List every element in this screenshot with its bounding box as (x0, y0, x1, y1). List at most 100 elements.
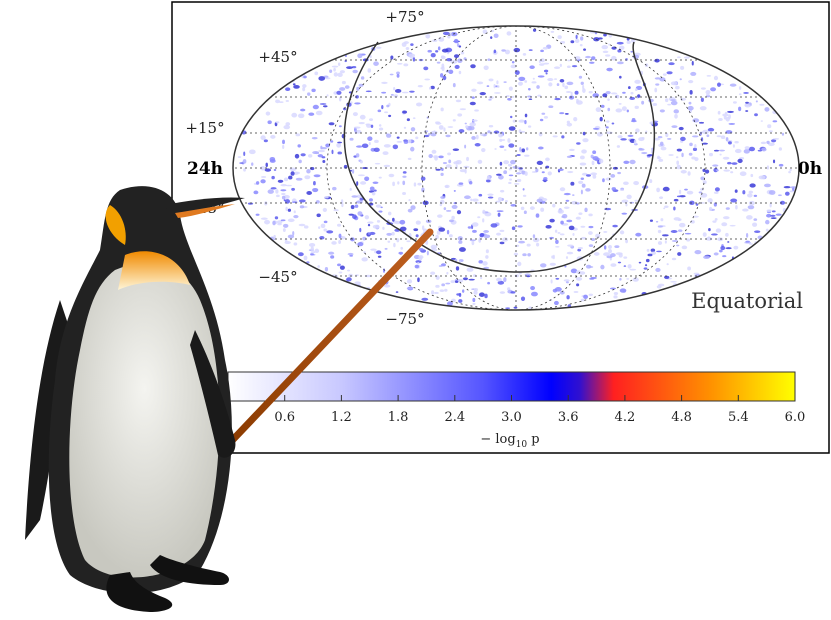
speckle (471, 89, 476, 92)
speckle (449, 220, 454, 223)
speckle (655, 268, 660, 272)
speckle (750, 174, 753, 177)
speckle (566, 220, 572, 223)
speckle (562, 83, 564, 87)
speckle (658, 225, 663, 227)
speckle (469, 122, 476, 126)
speckle (438, 155, 444, 158)
speckle (614, 245, 619, 248)
speckle (700, 106, 707, 110)
speckle (572, 194, 575, 196)
speckle (716, 228, 721, 232)
speckle (606, 178, 612, 181)
speckle (540, 119, 543, 122)
speckle (381, 105, 383, 109)
speckle (261, 176, 266, 178)
speckle (468, 226, 472, 228)
speckle (621, 213, 627, 215)
speckle (496, 233, 501, 236)
speckle (488, 99, 492, 101)
speckle (331, 150, 333, 155)
speckle (505, 307, 510, 309)
speckle (578, 247, 583, 249)
speckle (480, 233, 484, 237)
speckle (665, 240, 667, 243)
speckle (447, 152, 451, 155)
speckle (641, 101, 644, 105)
speckle (407, 279, 412, 283)
speckle (712, 164, 718, 166)
speckle (752, 222, 757, 226)
speckle (610, 288, 616, 290)
speckle (617, 145, 620, 148)
speckle (550, 263, 556, 266)
speckle (288, 218, 295, 222)
speckle (662, 234, 669, 236)
speckle (569, 149, 575, 151)
speckle (496, 278, 502, 282)
speckle (688, 106, 694, 111)
speckle (759, 104, 764, 106)
speckle (517, 179, 521, 182)
speckle (627, 41, 631, 44)
speckle (680, 137, 686, 141)
speckle (603, 231, 607, 233)
dec-label: +45° (258, 48, 297, 66)
speckle (667, 138, 671, 140)
speckle (410, 205, 415, 210)
speckle (531, 292, 538, 297)
speckle (703, 232, 707, 237)
speckle (544, 116, 548, 119)
speckle (521, 296, 525, 301)
speckle (333, 68, 336, 72)
speckle (694, 144, 696, 148)
speckle (397, 74, 400, 78)
speckle (288, 176, 292, 180)
speckle (404, 141, 408, 144)
speckle (533, 78, 535, 80)
speckle (668, 62, 674, 65)
speckle (299, 199, 306, 202)
speckle (634, 80, 641, 84)
speckle (555, 246, 559, 248)
speckle (379, 177, 382, 179)
speckle (665, 133, 668, 137)
speckle (727, 111, 734, 113)
speckle (667, 263, 669, 265)
speckle (324, 221, 328, 224)
speckle (705, 169, 709, 173)
speckle (745, 146, 750, 149)
speckle (679, 127, 684, 130)
colorbar-tick-label: 1.2 (331, 410, 352, 425)
speckle (393, 243, 395, 247)
speckle (513, 120, 516, 123)
speckle (564, 279, 570, 281)
speckle (745, 104, 751, 107)
speckle (592, 150, 596, 154)
speckle (516, 172, 521, 174)
speckle (515, 70, 520, 75)
ra-label: 24h (187, 159, 223, 179)
speckle (729, 123, 736, 125)
speckle (389, 174, 395, 177)
speckle (749, 183, 755, 187)
speckle (618, 262, 621, 264)
speckle (446, 210, 451, 212)
speckle (498, 213, 501, 217)
speckle (349, 214, 354, 216)
speckle (349, 255, 353, 257)
speckle (408, 199, 410, 201)
speckle (717, 83, 721, 87)
speckle (398, 252, 403, 255)
speckle (630, 51, 633, 53)
speckle (253, 191, 258, 195)
speckle (718, 118, 723, 121)
speckle (583, 48, 586, 51)
speckle (547, 78, 553, 81)
speckle (408, 158, 412, 160)
speckle (489, 96, 494, 99)
speckle (560, 233, 565, 235)
speckle (558, 209, 564, 213)
speckle (435, 169, 440, 171)
speckle (376, 250, 381, 254)
